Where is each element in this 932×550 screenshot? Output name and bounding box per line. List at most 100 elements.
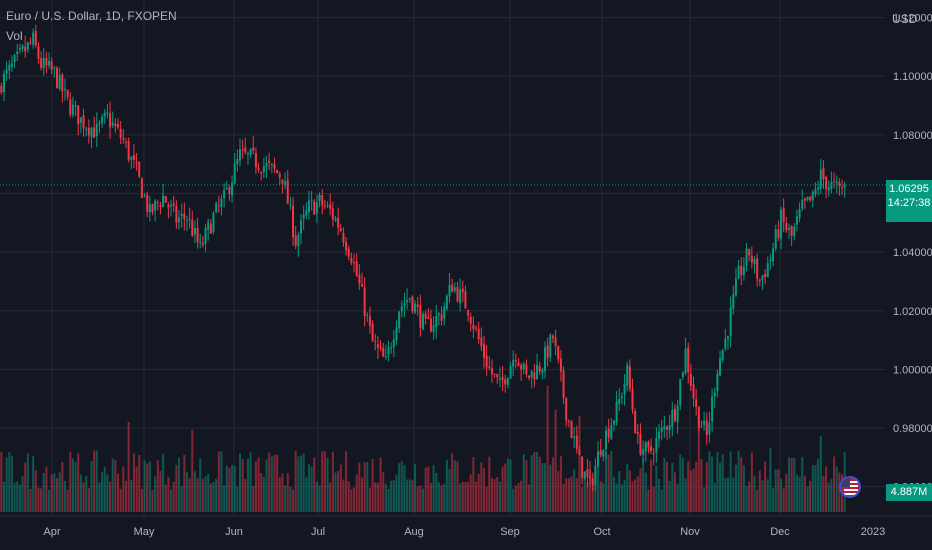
candle-body [262,166,265,172]
volume-bar [387,488,390,512]
candle-body [575,435,578,450]
candle-body [764,273,767,278]
candle-body [496,373,499,378]
volume-bar [2,481,5,512]
volume-bar [334,472,337,512]
volume-bar [538,456,541,512]
volume-bar [583,478,586,512]
candle-body [819,169,822,189]
volume-bar [437,482,440,512]
candle-body [528,375,531,379]
candle-body [66,89,69,98]
volume-bar [432,465,435,512]
last-price-badge: 1.06295 14:27:38 [886,180,932,222]
x-tick-label: Apr [43,526,60,538]
time-axis[interactable] [0,516,932,550]
candle-body [18,47,21,50]
volume-bar [382,472,385,512]
candle-body [732,294,735,309]
candle-body [475,327,478,329]
candle-body [42,57,45,69]
price-axis[interactable] [886,0,932,516]
volume-bars [0,386,846,512]
volume-bar [50,474,53,512]
us-flag-event-icon[interactable] [839,476,861,498]
volume-bar [562,483,565,512]
candle-body [395,327,398,341]
volume-bar [204,476,207,512]
volume-bar [620,484,623,512]
volume-bar [130,479,133,512]
candle-body [684,348,687,374]
candle-body [453,287,456,291]
candle-body [212,212,215,232]
volume-bar [766,479,769,512]
volume-bar [650,459,653,512]
volume-bar [711,456,714,512]
candle-body [443,307,446,319]
candle-body [167,204,170,208]
candle-body [236,158,239,165]
volume-bar [355,474,358,512]
volume-bar [570,476,573,512]
volume-bar [721,454,724,512]
candle-body [286,179,289,204]
y-tick-label: 1.10000 [893,71,932,83]
candle-body [777,229,780,238]
candle-body [207,222,210,230]
volume-bar [488,456,491,512]
candle-body [276,170,279,174]
symbol-title[interactable]: Euro / U.S. Dollar, 1D, FXOPEN [6,9,177,23]
volume-bar [634,479,637,512]
volume-bar [798,477,801,512]
candle-body [268,160,271,164]
candle-body [825,176,828,190]
volume-bar [77,453,80,512]
volume-bar [228,467,231,512]
volume-bar [305,476,308,512]
volume-bar [29,489,32,512]
candle-body [345,241,348,251]
volume-bar [806,486,809,512]
candle-body [565,397,568,421]
candle-body [551,335,554,339]
volume-bar [795,474,798,512]
volume-bar [782,488,785,512]
candle-body [482,344,486,358]
volume-bar [384,483,387,512]
candle-body [461,288,464,293]
candle-body [612,420,615,425]
candle-body [8,64,11,71]
candle-body [708,422,711,435]
candle-body [673,408,676,421]
candle-body [122,137,125,140]
volume-bar [371,458,374,512]
candle-body [119,128,122,138]
bar-countdown: 14:27:38 [887,197,931,209]
volume-bar [302,453,305,512]
candle-body [249,148,252,156]
volume-bar [631,481,634,512]
candle-body [111,122,114,126]
candle-body [390,347,393,349]
volume-bar [231,464,234,512]
last-price-value: 1.06295 [889,183,929,195]
candle-body [713,392,716,397]
candle-body [183,213,186,219]
candle-body [594,465,597,485]
candle-body [193,227,196,235]
volume-indicator-label[interactable]: Vol [6,29,23,43]
volume-bar [239,453,242,512]
candle-body [302,214,305,219]
volume-bar [87,488,90,512]
volume-bar [183,454,186,512]
candle-body [421,313,425,330]
volume-bar [827,482,830,512]
candle-body [310,200,313,202]
volume-bar [472,457,475,512]
volume-bar [819,436,822,512]
candle-body [581,456,584,478]
x-tick-label: Sep [500,526,520,538]
volume-bar [276,454,279,512]
